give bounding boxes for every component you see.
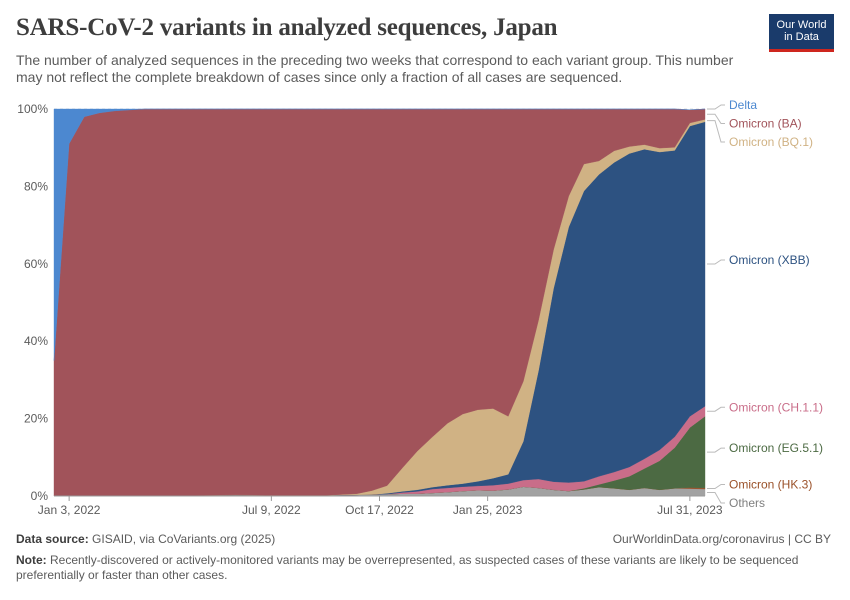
legend-connector [707,104,725,110]
legend-label-omicron-ba: Omicron (BA) [729,117,802,131]
chart-subtitle: The number of analyzed sequences in the … [16,52,734,85]
stacked-area-chart: 0% 20% 40% 60% 80% 100% Jan 3, 2022 Jul 9, 2022… [17,98,823,517]
legend-label-delta: Delta [729,98,757,112]
legend-label-omicron-hk-3: Omicron (HK.3) [729,478,812,492]
note-label: Note: [16,553,47,567]
y-tick-label: 100% [17,102,48,116]
legend-label-omicron-xbb: Omicron (XBB) [729,253,810,267]
legend-connector [707,484,725,489]
legend-label-omicron-bq-1: Omicron (BQ.1) [729,135,813,149]
legend-label-omicron-ch-1-1: Omicron (CH.1.1) [729,400,823,414]
x-tick-label: Jul 9, 2022 [242,503,301,517]
x-tick-label: Oct 17, 2022 [345,503,414,517]
y-tick-label: 40% [24,334,48,348]
note-text: Recently-discovered or actively-monitore… [16,553,799,582]
x-tick-label: Jan 25, 2023 [453,503,523,517]
x-tick-label: Jul 31, 2023 [657,503,723,517]
legend-connector [707,447,725,453]
legend-label-others: Others [729,496,765,510]
y-tick-label: 80% [24,179,48,193]
data-source-link[interactable]: GISAID, via CoVariants.org (2025) [92,532,276,546]
legend-connector [707,120,725,143]
legend-connector [707,113,725,124]
data-source-label: Data source: [16,532,89,546]
x-tick-label: Jan 3, 2022 [38,503,101,517]
legend-connector [707,259,725,265]
logo-line-1: Our World [776,19,827,31]
legend-connector [707,406,725,412]
area-delta [53,108,706,361]
y-tick-label: 0% [31,489,49,503]
chart-note: Note: Recently-discovered or actively-mo… [16,553,816,583]
data-source: Data source: GISAID, via CoVariants.org … [16,532,275,546]
legend-label-omicron-eg-5-1: Omicron (EG.5.1) [729,441,823,455]
logo-line-2: in Data [784,31,819,43]
chart-title: SARS-CoV-2 variants in analyzed sequence… [16,14,558,41]
owid-logo[interactable]: Our World in Data [769,14,834,52]
owid-url[interactable]: OurWorldinData.org/coronavirus | CC BY [612,532,831,546]
y-tick-label: 20% [24,412,48,426]
y-tick-label: 60% [24,257,48,271]
legend-connector [707,492,725,504]
